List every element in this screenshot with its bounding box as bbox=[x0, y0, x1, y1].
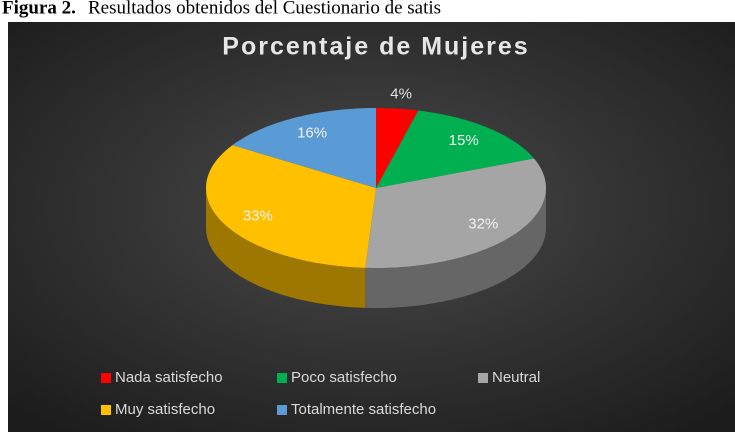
data-label: 16% bbox=[297, 124, 327, 141]
slice bbox=[365, 158, 546, 268]
slice bbox=[206, 145, 376, 268]
legend-label: Poco satisfecho bbox=[291, 369, 397, 386]
data-label: 15% bbox=[449, 132, 479, 149]
slice bbox=[376, 110, 535, 188]
caption-label: Figura 2. bbox=[2, 0, 76, 18]
legend-label: Totalmente satisfecho bbox=[291, 401, 436, 418]
legend-swatch bbox=[478, 373, 488, 383]
legend-label: Muy satisfecho bbox=[115, 401, 215, 418]
slice bbox=[232, 108, 376, 188]
data-label: 33% bbox=[243, 207, 273, 224]
legend-label: Nada satisfecho bbox=[115, 369, 223, 386]
legend-swatch bbox=[277, 373, 287, 383]
slice-side bbox=[365, 188, 546, 308]
slice bbox=[376, 108, 419, 188]
legend-swatch bbox=[101, 373, 111, 383]
legend-label: Neutral bbox=[492, 369, 540, 386]
caption-text: Resultados obtenidos del Cuestionario de… bbox=[88, 0, 441, 18]
data-label: 4% bbox=[390, 85, 412, 102]
legend-swatch bbox=[101, 405, 111, 415]
legend-swatch bbox=[277, 405, 287, 415]
data-label: 32% bbox=[468, 216, 498, 233]
chart-title: Porcentaje de Mujeres bbox=[222, 33, 529, 61]
slice-side bbox=[206, 188, 366, 308]
